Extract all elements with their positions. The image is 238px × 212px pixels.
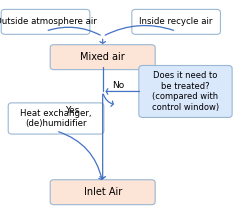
Text: Outside atmosphere air: Outside atmosphere air bbox=[0, 17, 96, 26]
FancyBboxPatch shape bbox=[50, 45, 155, 70]
FancyBboxPatch shape bbox=[1, 9, 90, 34]
Text: Does it need to
be treated?
(compared with
control window): Does it need to be treated? (compared wi… bbox=[152, 71, 219, 112]
FancyBboxPatch shape bbox=[139, 66, 232, 117]
Text: Mixed air: Mixed air bbox=[80, 52, 125, 62]
Text: Yes: Yes bbox=[65, 106, 80, 115]
FancyBboxPatch shape bbox=[50, 180, 155, 205]
Text: No: No bbox=[112, 81, 124, 90]
FancyBboxPatch shape bbox=[132, 9, 220, 34]
Text: Inlet Air: Inlet Air bbox=[84, 187, 122, 197]
Text: Heat exchanger,
(de)humidifier: Heat exchanger, (de)humidifier bbox=[20, 109, 92, 128]
Text: Inside recycle air: Inside recycle air bbox=[139, 17, 213, 26]
FancyBboxPatch shape bbox=[8, 103, 104, 134]
